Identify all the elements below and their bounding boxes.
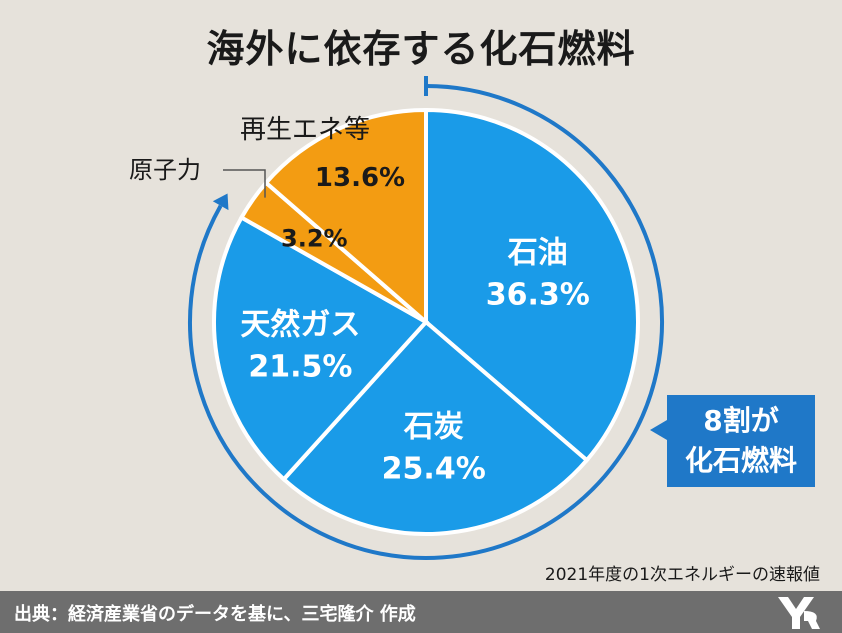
publisher-logo-icon xyxy=(778,597,820,629)
fossil-fuel-arc xyxy=(188,76,667,560)
pie-slice-1 xyxy=(424,107,640,464)
slice-value-label: 13.6% xyxy=(315,163,405,193)
callout-pointer xyxy=(650,420,667,440)
pie-slice-5 xyxy=(263,107,428,327)
fossil-arc-line xyxy=(188,84,664,560)
slice-name-label: 天然ガス xyxy=(240,307,360,342)
pie-slice-2 xyxy=(280,319,590,536)
slice-value-label: 36.3% xyxy=(486,278,590,313)
slice-name-label: 石炭 xyxy=(403,410,464,445)
source-note: 2021年度の1次エネルギーの速報値 xyxy=(544,565,820,585)
chart-title: 海外に依存する化石燃料 xyxy=(206,27,636,71)
pie-chart: 石油 36.3% 石炭 25.4% 天然ガス 21.5% 3.2% 原子力 再生エネ等 13.6% xyxy=(129,76,667,560)
leader-line xyxy=(223,169,266,198)
slice-value-label: 3.2% xyxy=(281,225,348,253)
slice-value-label: 25.4% xyxy=(382,452,486,487)
callout-line2: 化石燃料 xyxy=(684,444,797,477)
arc-arrow-head xyxy=(212,193,229,211)
pie-slice-3 xyxy=(212,214,430,483)
slice-labels: 石油 36.3% 石炭 25.4% 天然ガス 21.5% 3.2% 原子力 再生エネ等 13.6% xyxy=(129,115,590,487)
slice-name-label: 石油 xyxy=(507,236,568,271)
fossil-fuel-callout: 8割が 化石燃料 xyxy=(667,395,815,487)
footer-bar: 出典：経済産業省のデータを基に、三宅隆介 作成 xyxy=(0,591,842,633)
slice-name-label: 再生エネ等 xyxy=(240,115,370,145)
slice-value-label: 21.5% xyxy=(248,349,352,384)
footer-credit: 出典：経済産業省のデータを基に、三宅隆介 作成 xyxy=(14,604,416,625)
callout-line1: 8割が xyxy=(703,404,779,437)
slice-name-label: 原子力 xyxy=(129,156,201,184)
pie-slices xyxy=(212,107,640,536)
